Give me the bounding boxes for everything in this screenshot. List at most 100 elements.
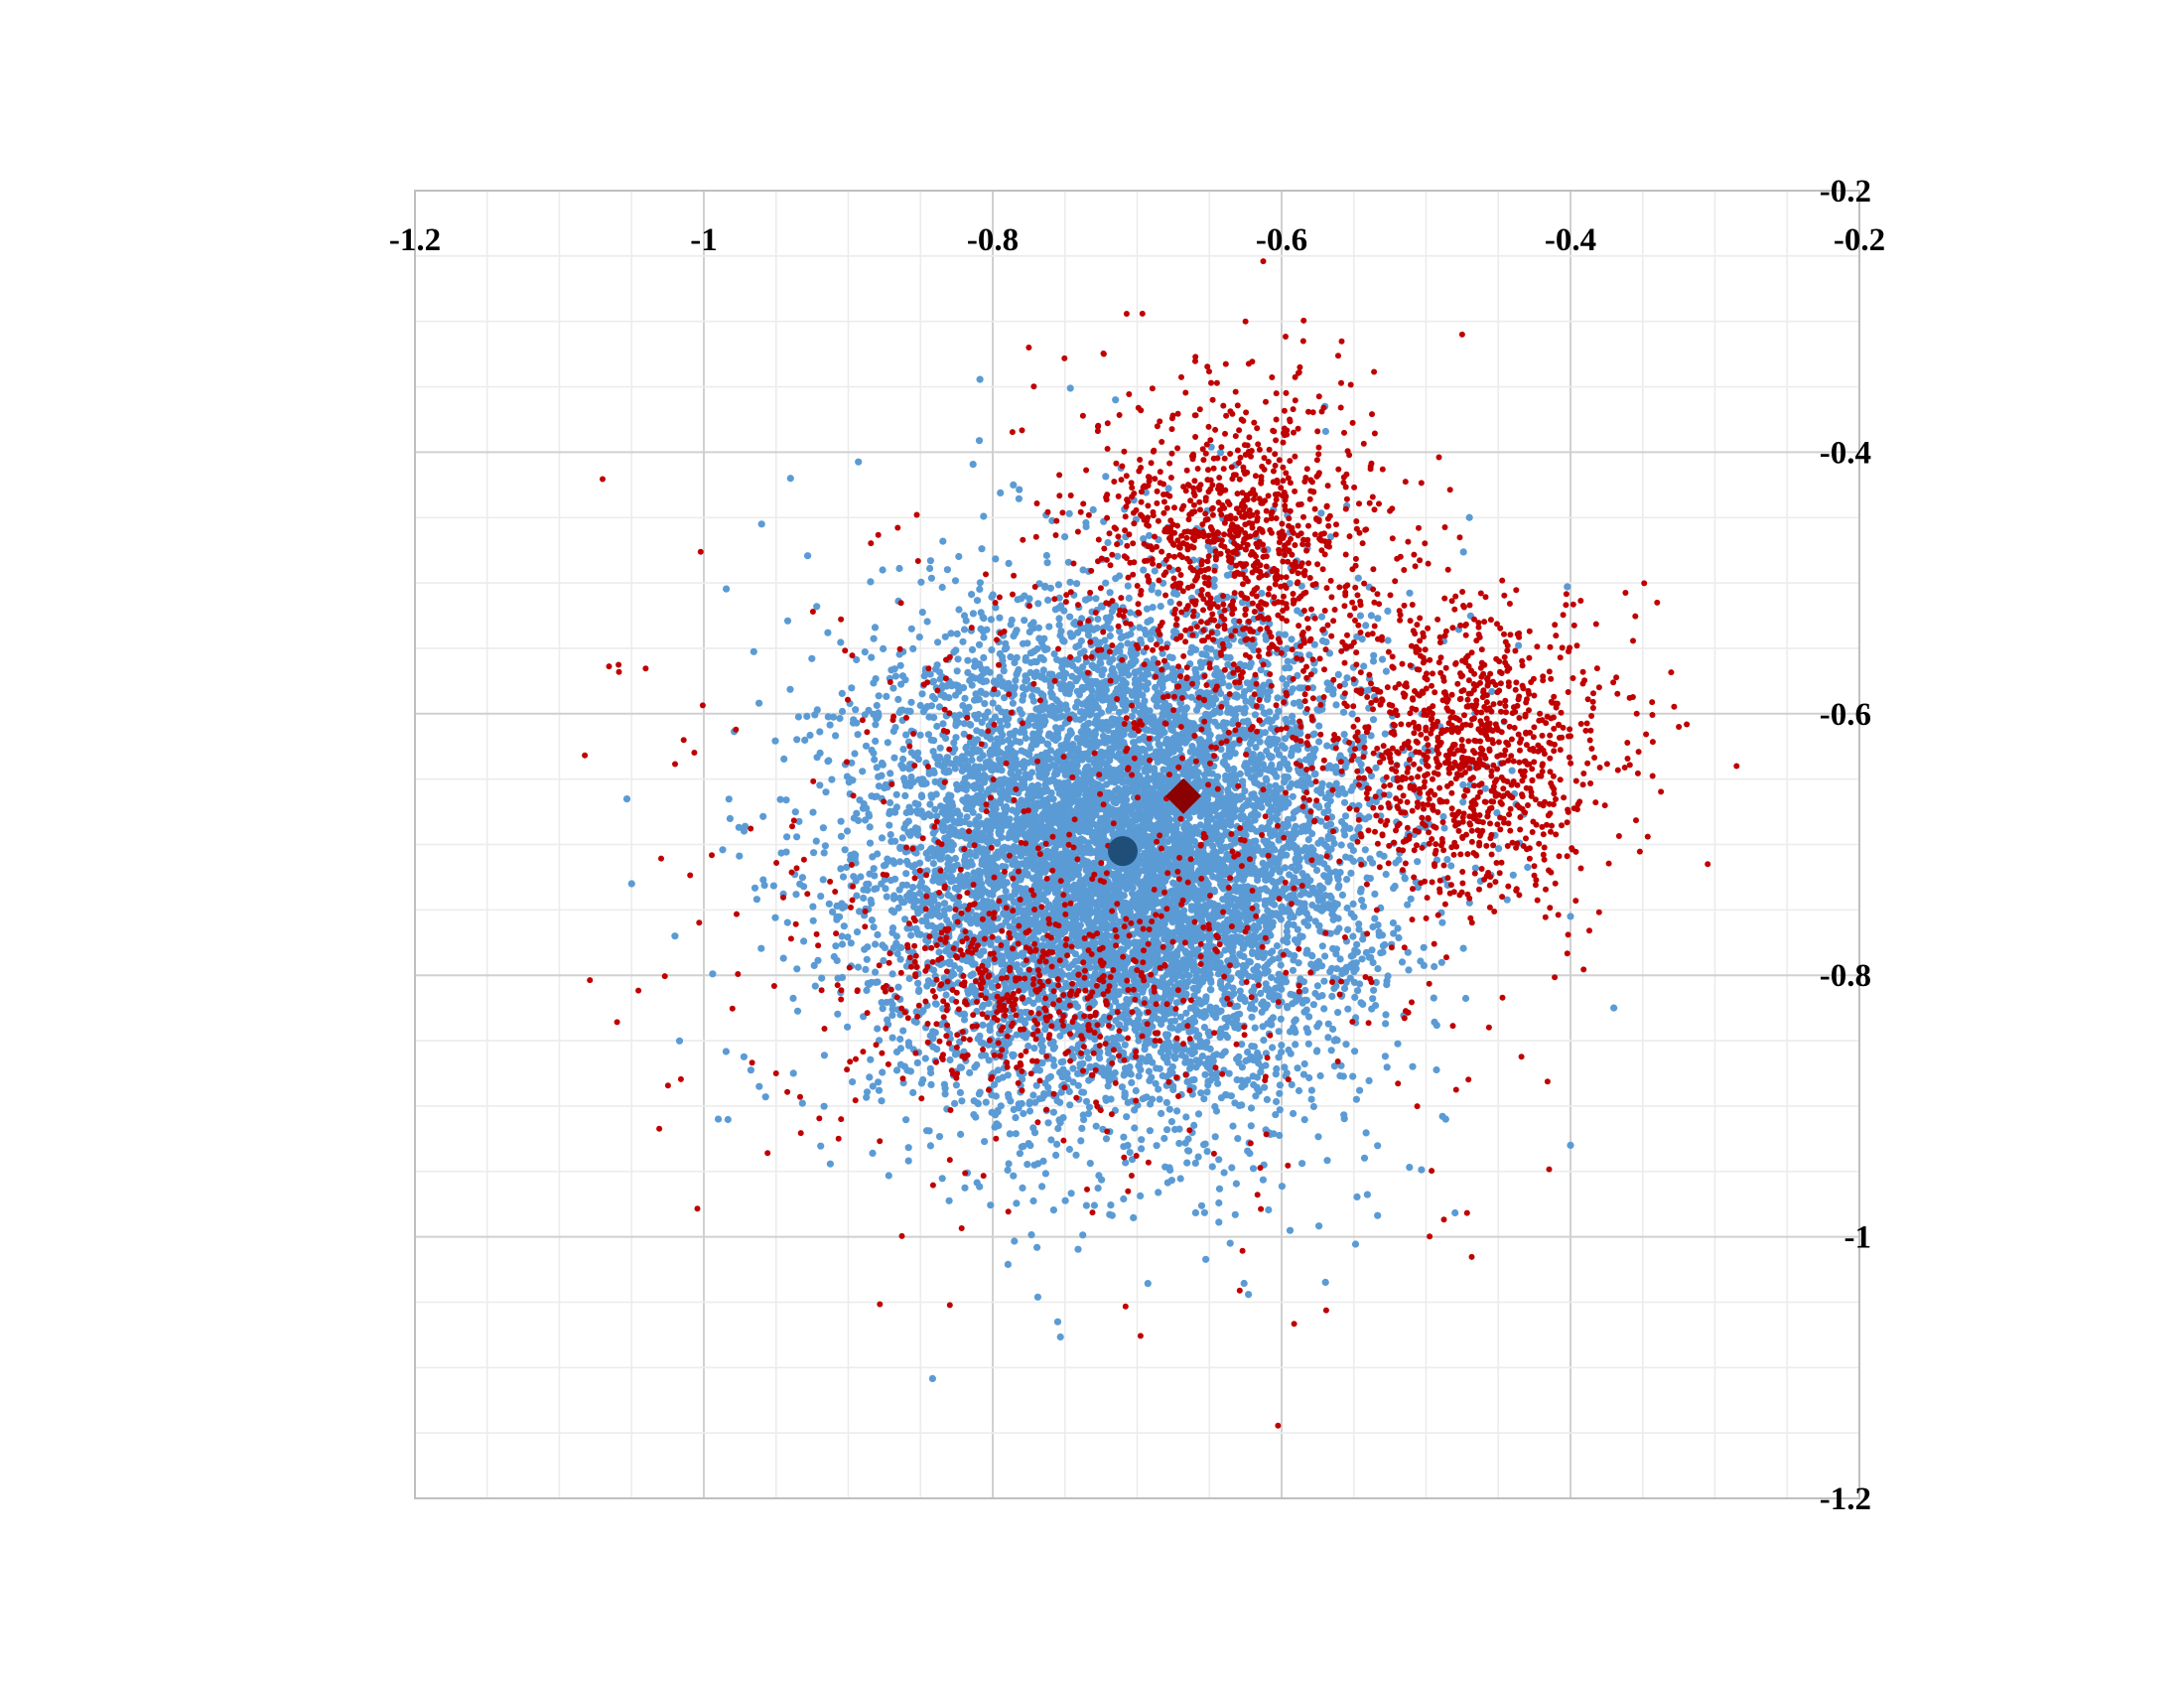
blue-point <box>1003 643 1011 652</box>
blue-point <box>793 1007 802 1015</box>
blue-point <box>868 916 877 924</box>
blue-point <box>945 1196 953 1204</box>
blue-point <box>902 870 910 878</box>
blue-point <box>872 737 880 746</box>
blue-point <box>1363 1191 1371 1198</box>
blue-point <box>836 913 844 920</box>
blue-point <box>905 974 913 983</box>
blue-point <box>957 1130 965 1138</box>
blue-point <box>1351 1048 1359 1055</box>
blue-point <box>819 824 828 832</box>
blue-point <box>820 1102 828 1110</box>
blue-point <box>1309 1102 1317 1111</box>
blue-point <box>1239 912 1247 919</box>
blue-point <box>622 795 631 803</box>
blue-point <box>1273 1097 1281 1106</box>
blue-point <box>793 833 801 841</box>
blue-point <box>902 881 911 889</box>
blue-point <box>1164 485 1172 492</box>
blue-point <box>1157 603 1164 611</box>
blue-point <box>938 583 946 592</box>
blue-point <box>978 545 986 553</box>
blue-point <box>755 1082 763 1090</box>
blue-point <box>1384 607 1392 616</box>
blue-point <box>1198 650 1206 658</box>
blue-point <box>915 859 924 867</box>
blue-point <box>1437 958 1445 966</box>
blue-point <box>1347 869 1355 878</box>
blue-point <box>923 618 931 626</box>
blue-point <box>1190 1121 1198 1129</box>
blue-point <box>1292 1041 1299 1049</box>
blue-point <box>1379 942 1387 950</box>
blue-point <box>1258 1008 1266 1016</box>
blue-point <box>832 732 840 740</box>
blue-point <box>1197 1089 1205 1097</box>
blue-point <box>992 555 1000 563</box>
blue-point <box>1269 947 1277 955</box>
blue-point <box>783 918 791 926</box>
blue-point <box>1056 1333 1064 1341</box>
blue-point <box>1374 1211 1382 1219</box>
blue-point <box>809 903 817 911</box>
blue-point <box>1226 653 1234 662</box>
blue-point <box>1232 1180 1240 1188</box>
blue-point <box>928 793 936 801</box>
blue-point <box>964 656 972 664</box>
blue-point <box>1380 852 1388 860</box>
blue-point <box>1209 873 1217 881</box>
blue-point <box>871 624 880 632</box>
blue-point <box>1349 1072 1357 1080</box>
blue-point <box>1021 617 1028 625</box>
blue-point <box>1213 1069 1221 1077</box>
blue-point <box>884 739 891 747</box>
blue-point <box>1203 644 1211 652</box>
blue-point <box>1564 583 1571 591</box>
blue-point <box>968 672 976 681</box>
blue-point <box>1377 949 1385 957</box>
blue-point <box>841 846 849 854</box>
blue-point <box>1201 1070 1209 1078</box>
blue-point <box>900 774 908 782</box>
blue-point <box>1145 1067 1153 1075</box>
blue-point <box>1092 1122 1100 1130</box>
blue-point <box>869 1149 877 1157</box>
blue-point <box>1430 994 1437 1002</box>
blue-point <box>1294 925 1301 933</box>
blue-point <box>806 731 814 740</box>
blue-point <box>929 1035 937 1043</box>
blue-point <box>1041 1170 1049 1178</box>
blue-point <box>1125 594 1133 603</box>
blue-point <box>736 852 744 860</box>
blue-point <box>879 566 887 574</box>
blue-point <box>1107 1201 1115 1209</box>
blue-point <box>953 630 961 638</box>
blue-point <box>1276 1106 1284 1114</box>
blue-point <box>832 942 840 950</box>
blue-point <box>1106 589 1114 597</box>
blue-point <box>750 647 757 655</box>
blue-point <box>1201 1140 1209 1148</box>
blue-point <box>863 986 871 995</box>
blue-point <box>988 646 996 654</box>
blue-point <box>1203 1148 1211 1156</box>
blue-point <box>953 785 962 793</box>
blue-point <box>1328 992 1336 1001</box>
blue-point <box>1343 674 1351 682</box>
blue-point <box>759 812 767 820</box>
blue-point <box>1029 697 1037 705</box>
blue-point <box>1370 651 1378 659</box>
blue-point <box>1055 621 1063 630</box>
blue-point <box>872 940 880 948</box>
blue-point <box>1069 1064 1077 1072</box>
blue-point <box>1389 918 1397 927</box>
blue-point <box>1359 935 1367 943</box>
blue-point <box>1037 801 1045 809</box>
blue-point <box>1210 582 1218 591</box>
blue-point <box>1231 1210 1239 1218</box>
blue-point <box>834 1010 842 1018</box>
blue-point <box>1111 1068 1119 1077</box>
blue-point <box>1321 1278 1329 1286</box>
blue-point <box>1257 989 1265 998</box>
blue-point <box>1313 982 1321 990</box>
